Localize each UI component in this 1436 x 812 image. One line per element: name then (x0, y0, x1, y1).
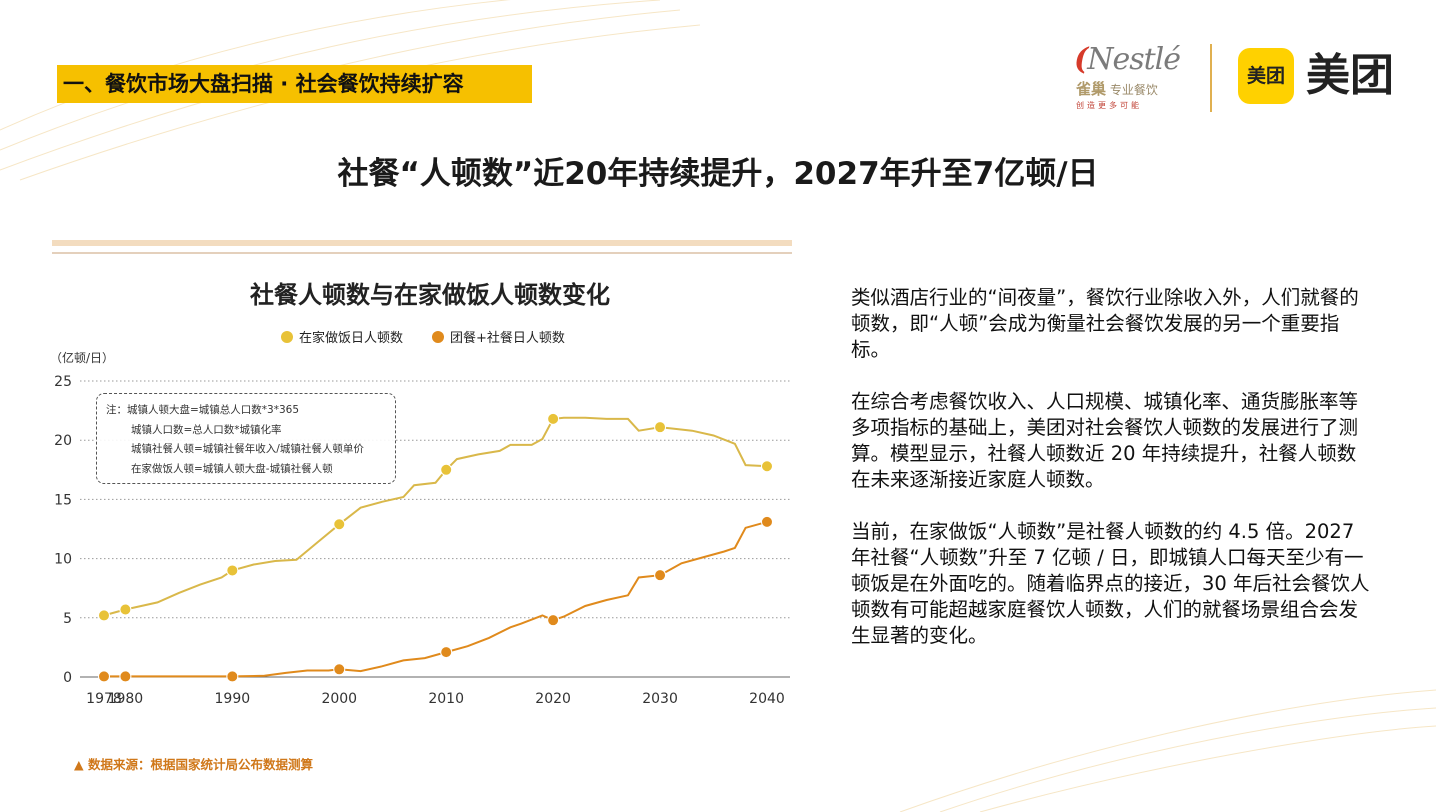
nestle-slogan: 创造更多可能 (1076, 101, 1142, 110)
chart-title: 社餐人顿数与在家做饭人顿数变化 (250, 281, 610, 309)
y-axis-label: （亿顿/日） (50, 350, 114, 365)
note-line: 城镇人口数=总人口数*城镇化率 (131, 423, 282, 436)
data-point (333, 518, 346, 531)
series-markers (98, 412, 773, 683)
x-tick-label: 1978 (86, 691, 122, 707)
y-tick-label: 20 (54, 433, 72, 449)
note-line: 在家做饭人顿=城镇人顿大盘-城镇社餐人顿 (131, 462, 333, 475)
legend-marker (432, 331, 444, 343)
nestle-swoosh-icon: ( (1074, 42, 1088, 77)
note-line: 注：城镇人顿大盘=城镇总人口数*3*365 (106, 404, 300, 416)
data-point (226, 670, 239, 683)
x-tick-label: 2020 (535, 691, 571, 707)
y-tick-label: 10 (54, 552, 72, 568)
data-point (654, 421, 667, 434)
paragraph: 在综合考虑餐饮收入、人口规模、城镇化率、通货膨胀率等多项指标的基础上，美团对社会… (851, 390, 1359, 491)
data-point (761, 515, 773, 528)
data-point (226, 564, 239, 577)
nestle-logo: (Nestlé (1074, 42, 1181, 77)
paragraph: 当前，在家做饭“人顿数”是社餐人顿数的约 4.5 倍。2027 年社餐“人顿数”… (851, 520, 1370, 647)
x-tick-label: 2000 (321, 691, 357, 707)
data-point (547, 412, 560, 425)
data-point (440, 646, 453, 659)
x-tick-label: 2040 (749, 691, 785, 707)
x-tick-label: 2030 (642, 691, 678, 707)
legend-label: 团餐+社餐日人顿数 (450, 330, 565, 346)
note-line: 城镇社餐人顿=城镇社餐年收入/城镇社餐人顿单价 (131, 443, 364, 455)
data-point (119, 670, 132, 683)
data-point (547, 614, 560, 627)
y-tick-label: 0 (63, 670, 72, 686)
legend-marker (281, 331, 293, 343)
explanation-text: 类似酒店行业的“间夜量”，餐饮行业除收入外，人们就餐的顿数，即“人顿”会成为衡量… (851, 285, 1371, 675)
data-point (98, 609, 110, 622)
meituan-badge-logo: 美团 (1238, 48, 1294, 104)
data-point (119, 603, 132, 616)
y-tick-label: 25 (54, 374, 72, 390)
section-tag: 一、餐饮市场大盘扫描 · 社会餐饮持续扩容 (57, 65, 532, 103)
x-tick-label: 1990 (215, 691, 251, 707)
data-point (761, 460, 773, 473)
series-line-2 (104, 520, 768, 678)
data-point (333, 663, 346, 676)
data-point (98, 670, 110, 683)
data-point (440, 463, 453, 476)
y-tick-label: 5 (63, 611, 72, 627)
x-tick-label: 1980 (108, 691, 144, 707)
legend-label: 在家做饭日人顿数 (299, 330, 403, 346)
x-tick-label: 2010 (428, 691, 464, 707)
y-tick-labels: 0 5 10 15 20 25 (54, 374, 72, 686)
data-point (654, 569, 667, 582)
paragraph: 类似酒店行业的“间夜量”，餐饮行业除收入外，人们就餐的顿数，即“人顿”会成为衡量… (851, 286, 1359, 361)
data-source-note: ▲ 数据来源：根据国家统计局公布数据测算 (74, 757, 313, 772)
brand-logos: (Nestlé 雀巢 专业餐饮 创造更多可能 美团 美团 (1062, 34, 1412, 116)
nestle-cn-label: 雀巢 专业餐饮 (1076, 80, 1158, 98)
chart-legend: 在家做饭日人顿数 团餐+社餐日人顿数 (281, 330, 565, 346)
page-title: 社餐“人顿数”近20年持续提升，2027年升至7亿顿/日 (337, 156, 1099, 192)
meituan-wordmark: 美团 (1306, 50, 1394, 101)
y-tick-label: 15 (54, 492, 72, 508)
logo-divider (1210, 44, 1212, 112)
formula-note-box: 注：城镇人顿大盘=城镇总人口数*3*365 城镇人口数=总人口数*城镇化率 城镇… (96, 393, 396, 484)
chart-top-bar (52, 240, 792, 246)
